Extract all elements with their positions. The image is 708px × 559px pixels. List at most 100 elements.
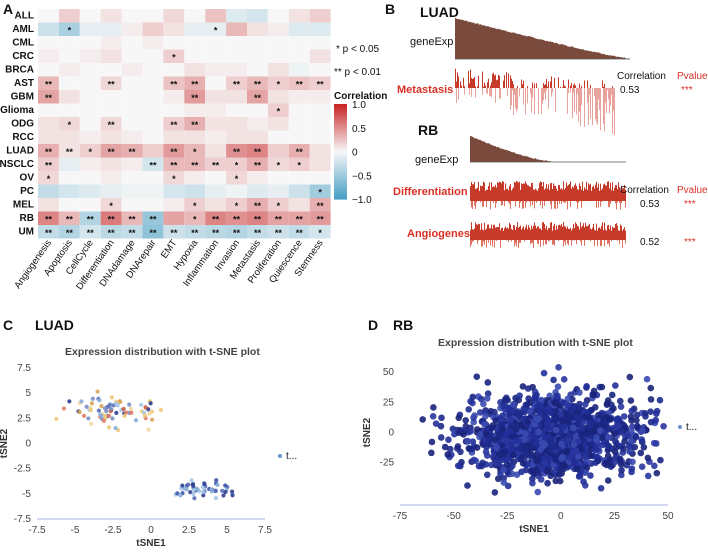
significance-mark: ** <box>149 160 157 170</box>
colorbar-segment <box>334 125 347 129</box>
significance-mark: ** <box>254 228 262 238</box>
significance-mark: ** <box>233 214 241 224</box>
track-bar <box>567 88 568 114</box>
heatmap-cell <box>100 103 122 117</box>
track-bar <box>577 88 578 94</box>
heatmap-cell <box>247 198 268 212</box>
heatmap-cell <box>309 130 331 144</box>
track-bar <box>500 88 501 98</box>
track-bar <box>456 88 457 103</box>
track-bar <box>568 88 569 94</box>
track-bar <box>483 86 484 88</box>
track-bar <box>600 183 601 201</box>
track-bar <box>587 80 588 88</box>
track-bar <box>489 182 490 201</box>
heatmap-cell <box>58 130 80 144</box>
track-bar <box>494 240 495 248</box>
rb-tsne-cohort: RB <box>393 317 413 333</box>
track-bar <box>473 240 474 242</box>
track-bar <box>610 225 611 240</box>
track-bar <box>578 88 579 122</box>
heatmap-cell <box>142 184 164 198</box>
track-bar <box>499 181 500 201</box>
track-bar <box>611 240 612 242</box>
tsne-point <box>602 459 610 467</box>
significance-mark: ** <box>317 79 325 89</box>
tsne-point <box>531 421 539 428</box>
track-bar <box>572 228 573 240</box>
colorbar-segment <box>334 172 347 176</box>
y-tick-label: -7.5 <box>14 514 32 525</box>
rb-tsne-title: Expression distribution with t-SNE plot <box>438 337 633 349</box>
tsne-point <box>515 410 523 418</box>
rb-differentiation-correlation: 0.53 <box>640 199 660 210</box>
track-bar <box>563 222 564 240</box>
track-bar <box>503 181 504 201</box>
track-bar <box>588 183 589 201</box>
track-bar <box>568 185 569 201</box>
tsne-point <box>209 489 215 494</box>
track-bar <box>471 201 472 208</box>
track-bar <box>546 240 547 245</box>
track-bar <box>517 85 518 88</box>
heatmap-cell <box>288 225 310 239</box>
track-bar <box>611 88 612 95</box>
tsne-point <box>605 415 613 423</box>
track-bar <box>543 88 544 101</box>
significance-mark: ** <box>254 79 262 89</box>
heatmap-cell <box>267 90 289 104</box>
track-bar <box>545 188 546 201</box>
track-bar <box>545 88 546 100</box>
heatmap-cell <box>38 130 59 144</box>
track-bar <box>573 187 574 201</box>
track-bar <box>520 240 521 243</box>
tsne-point <box>107 413 112 418</box>
tsne-point <box>562 448 570 455</box>
track-bar <box>589 224 590 240</box>
heatmap-cell <box>58 144 80 158</box>
heatmap-cell <box>288 157 310 171</box>
luad-tsne-title: Expression distribution with t-SNE plot <box>65 346 260 358</box>
track-bar <box>559 201 560 204</box>
tsne-point <box>114 410 119 415</box>
tsne-point <box>465 445 473 452</box>
tsne-point <box>647 408 654 416</box>
significance-mark: ** <box>170 147 178 157</box>
tsne-point <box>583 464 591 472</box>
track-bar <box>531 182 532 201</box>
tsne-point <box>613 423 620 431</box>
x-tick-label: 2.5 <box>182 525 196 536</box>
track-bar <box>514 240 515 247</box>
heatmap-cell <box>58 225 80 239</box>
heatmap-cell <box>288 144 310 158</box>
track-bar <box>484 222 485 240</box>
track-bar <box>560 86 561 88</box>
track-bar <box>529 227 530 240</box>
track-bar <box>597 240 598 247</box>
heatmap-cell <box>205 211 227 225</box>
tsne-point <box>484 440 492 447</box>
heatmap-cell <box>288 184 310 198</box>
track-bar <box>488 186 489 201</box>
track-bar <box>519 181 520 201</box>
significance-mark: ** <box>233 147 241 157</box>
track-bar <box>608 201 609 207</box>
track-bar <box>509 222 510 240</box>
heatmap-cell <box>163 103 185 117</box>
tsne-point <box>557 411 564 418</box>
track-bar <box>537 190 538 201</box>
track-bar <box>566 228 567 240</box>
track-bar <box>518 182 519 201</box>
track-bar <box>587 189 588 201</box>
track-bar <box>516 181 517 201</box>
tsne-point <box>479 459 486 467</box>
track-bar <box>604 88 605 132</box>
heatmap-cell <box>100 144 122 158</box>
tsne-point <box>493 444 501 452</box>
heatmap-cell <box>226 36 247 50</box>
tsne-point <box>465 406 473 413</box>
track-bar <box>498 182 499 201</box>
tsne-point <box>644 472 652 480</box>
heatmap-cell <box>121 117 143 131</box>
tsne-point <box>457 448 464 456</box>
